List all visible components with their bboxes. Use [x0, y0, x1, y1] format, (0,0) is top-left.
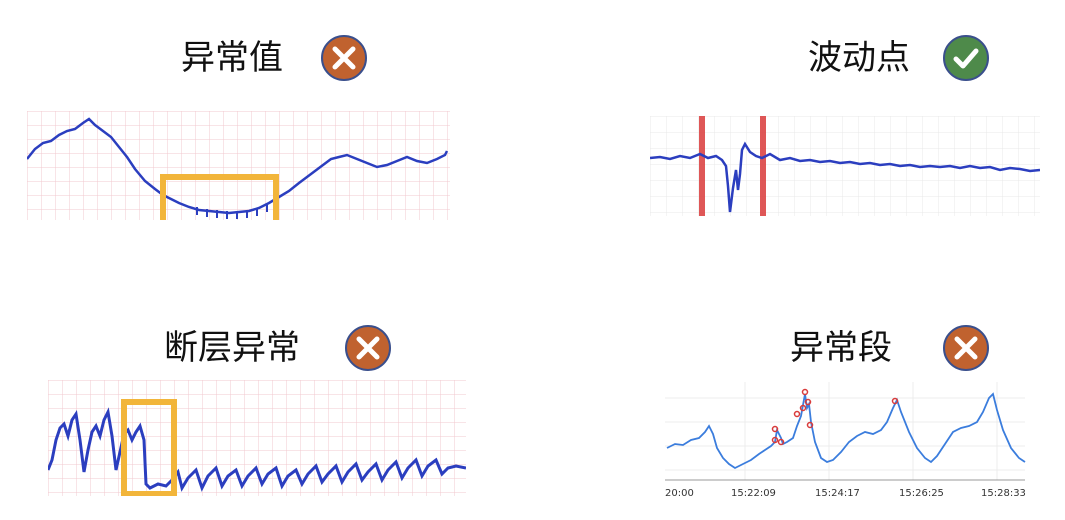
- chart-grid: [665, 382, 1025, 480]
- outlier-spikes: [196, 204, 268, 219]
- chart-grid: [48, 380, 466, 496]
- cross-icon: [345, 325, 391, 371]
- x-tick-label: 15:22:09: [731, 488, 776, 499]
- x-tick-label: 20:00: [665, 488, 694, 499]
- x-tick-label: 15:26:25: [899, 488, 944, 499]
- cross-icon: [321, 35, 367, 81]
- highlight-box: [160, 174, 279, 220]
- marker-line-left: [699, 116, 705, 216]
- panel-title-fluctuation: 波动点: [808, 38, 910, 78]
- trace-line: [666, 392, 1026, 470]
- trace-line: [48, 407, 466, 492]
- trace-line: [650, 141, 1040, 213]
- chart-fluctuation: [650, 116, 1040, 216]
- chart-grid: [650, 116, 1040, 216]
- marker-line-right: [760, 116, 766, 216]
- panel-title-outlier: 异常值: [181, 38, 283, 78]
- chart-anomaly-segment: 20:00 15:22:09 15:24:17 15:26:25 15:28:3…: [665, 382, 1026, 499]
- chart-fault: [48, 380, 466, 496]
- anomaly-markers: [771, 388, 899, 446]
- x-tick-label: 15:24:17: [815, 488, 860, 499]
- highlight-box: [121, 399, 177, 496]
- trace-line: [27, 117, 449, 215]
- chart-outlier: [27, 111, 450, 220]
- check-icon: [943, 35, 989, 81]
- panel-title-fault: 断层异常: [164, 328, 300, 368]
- x-tick-label: 15:28:33: [981, 488, 1026, 499]
- cross-icon: [943, 325, 989, 371]
- panel-title-anomaly-segment: 异常段: [790, 328, 892, 368]
